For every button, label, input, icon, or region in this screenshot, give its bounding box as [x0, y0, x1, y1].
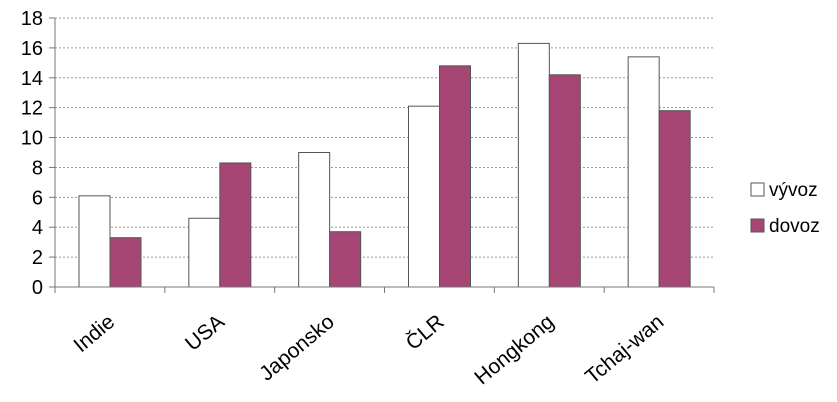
category-label: Indie [69, 310, 119, 357]
category-label: Tchaj-wan [581, 310, 668, 388]
legend: vývoz dovoz [750, 180, 820, 237]
bar-vyvoz [298, 152, 331, 288]
y-tick-label: 16 [21, 38, 43, 60]
bar-vyvoz [408, 105, 440, 288]
x-tick-labels: Indie USA Japonsko ČLR Hongkong Tchaj-wan [69, 310, 668, 389]
category-label: ČLR [402, 310, 449, 355]
bar-dovoz [658, 110, 691, 288]
axes [49, 17, 715, 293]
bars [78, 42, 691, 288]
legend-swatch-dovoz [750, 218, 765, 233]
category-label: Hongkong [470, 310, 558, 389]
bar-dovoz [439, 65, 471, 288]
bar-dovoz [329, 231, 362, 288]
y-tick-label: 18 [21, 8, 43, 30]
y-tick-labels: 0 2 4 6 8 10 12 14 16 18 [21, 8, 43, 299]
bar-dovoz [548, 74, 581, 288]
bar-vyvoz [188, 217, 221, 288]
y-tick-label: 6 [32, 187, 43, 209]
y-tick-label: 0 [32, 277, 43, 299]
y-tick-label: 4 [32, 217, 43, 239]
bar-vyvoz [627, 56, 660, 288]
bar-dovoz [219, 162, 252, 288]
category-label: Japonsko [255, 310, 339, 385]
y-tick-label: 8 [32, 157, 43, 179]
bar-vyvoz [78, 195, 111, 288]
legend-swatch-vyvoz [750, 182, 765, 197]
legend-label-vyvoz: vývoz [769, 180, 818, 201]
y-tick-label: 12 [21, 98, 43, 120]
legend-label-dovoz: dovoz [769, 216, 820, 237]
y-tick-label: 10 [21, 128, 43, 150]
gridlines [55, 17, 714, 258]
bar-vyvoz [517, 42, 550, 288]
y-tick-label: 2 [32, 247, 43, 269]
category-label: USA [181, 310, 229, 355]
y-tick-label: 14 [21, 68, 43, 90]
bar-dovoz [109, 237, 142, 288]
